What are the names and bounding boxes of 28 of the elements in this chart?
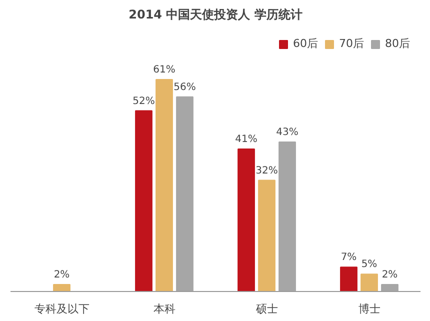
data-label: 41% — [235, 134, 258, 146]
data-label: 52% — [132, 96, 155, 107]
bar — [156, 79, 173, 292]
data-label: 2% — [54, 270, 70, 281]
bar — [135, 110, 152, 292]
bar — [340, 266, 358, 292]
data-label: 7% — [340, 252, 357, 264]
data-label: 43% — [276, 127, 298, 138]
bar — [53, 284, 70, 292]
bar — [258, 180, 276, 292]
data-label: 56% — [174, 82, 196, 93]
chart-title: 2014 中国天使投资人 学历统计 — [128, 8, 302, 22]
bar — [381, 284, 398, 292]
x-tick-label: 硕士 — [254, 302, 278, 316]
data-label: 32% — [256, 165, 278, 176]
x-tick-label: 本科 — [153, 302, 176, 316]
legend-label: 80后 — [385, 36, 410, 51]
bar — [278, 142, 296, 292]
bar — [176, 96, 194, 292]
x-tick-label: 博士 — [358, 302, 380, 316]
legend-label: 70后 — [339, 36, 364, 51]
bar — [238, 148, 255, 292]
bar — [360, 274, 378, 292]
x-tick-label: 专科及以下 — [34, 302, 90, 316]
legend-label: 60后 — [293, 36, 318, 51]
data-label: 61% — [153, 64, 176, 76]
data-label: 2% — [382, 270, 398, 281]
data-label: 5% — [361, 259, 378, 270]
